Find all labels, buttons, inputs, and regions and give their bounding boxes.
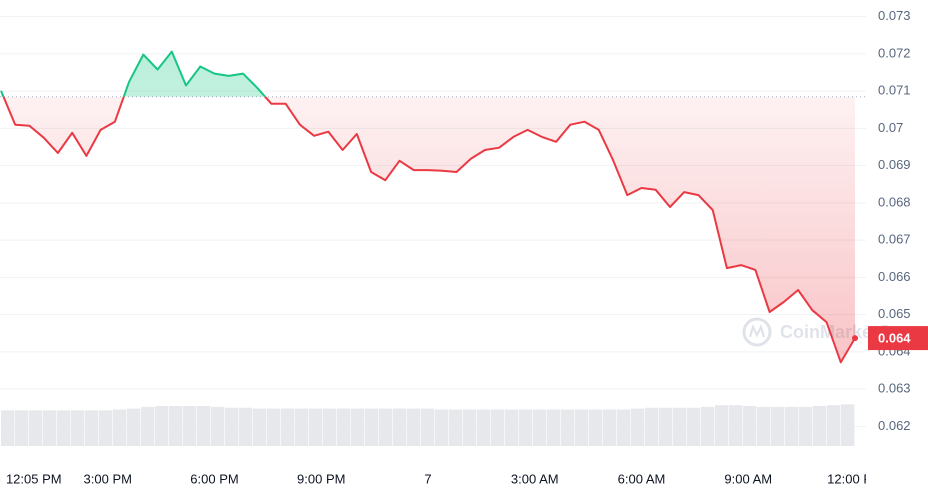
volume-bar	[743, 406, 757, 446]
volume-bar	[841, 404, 855, 446]
y-tick-label: 0.062	[878, 418, 911, 433]
volume-bar	[757, 406, 771, 446]
volume-bar	[43, 410, 57, 446]
volume-bar	[113, 409, 127, 446]
area-down	[3, 96, 855, 363]
price-tag: 0.064	[878, 331, 911, 346]
volume-bar	[589, 409, 603, 446]
y-tick-label: 0.063	[878, 381, 911, 396]
volume-bar	[799, 406, 813, 446]
x-tick-label: 7	[424, 471, 431, 486]
volume-bar	[407, 408, 421, 446]
volume-bar	[57, 410, 71, 446]
volume-bar	[225, 407, 239, 446]
volume-bar	[547, 409, 561, 446]
volume-bar	[435, 409, 449, 446]
volume-bar	[85, 410, 99, 446]
y-tick-label: 0.066	[878, 269, 911, 284]
volume-bar	[449, 409, 463, 446]
price-tag-box	[868, 326, 928, 351]
volume-bar	[701, 406, 715, 446]
line-down	[2, 96, 856, 364]
volume-bar	[183, 406, 197, 446]
last-point	[852, 335, 858, 342]
y-tick-label: 0.073	[878, 8, 911, 23]
volume-bar	[295, 408, 309, 446]
volume-bar	[561, 409, 575, 446]
volume-bar	[813, 406, 827, 446]
area-up	[1, 51, 855, 97]
x-tick-label: 6:00 PM	[190, 471, 238, 486]
volume-bar	[99, 410, 113, 446]
x-tick-label: 6:00 AM	[618, 471, 666, 486]
volume-bar	[505, 409, 519, 446]
volume-bar	[687, 407, 701, 446]
volume-bar	[309, 408, 323, 446]
y-tick-label: 0.067	[878, 232, 911, 247]
volume-bar	[323, 408, 337, 446]
volume-bar	[379, 408, 393, 446]
volume-bar	[197, 406, 211, 446]
volume-bar	[617, 409, 631, 446]
volume-bar	[533, 409, 547, 446]
x-tick-label: 9:00 PM	[297, 471, 345, 486]
volume-bar	[253, 408, 267, 446]
volume-bar	[15, 410, 29, 446]
x-tick-label: 3:00 AM	[511, 471, 559, 486]
volume-bar	[645, 407, 659, 446]
y-tick-label: 0.07	[878, 120, 903, 135]
volume-bar	[659, 407, 673, 446]
x-axis: 12:05 PM 3:00 PM 6:00 PM 9:00 PM 7 3:00 AM 6:0…	[6, 471, 883, 486]
y-tick-label: 0.071	[878, 83, 911, 98]
y-tick-label: 0.072	[878, 45, 911, 60]
x-tick-label: 12:05 PM	[6, 471, 62, 486]
y-tick-label: 0.068	[878, 194, 911, 209]
volume-bar	[239, 407, 253, 446]
volume-bar	[155, 406, 169, 446]
volume-bar	[141, 406, 155, 446]
volume-bar	[785, 406, 799, 446]
volume-bar	[729, 405, 743, 446]
volume-bar	[421, 408, 435, 446]
volume-bar	[771, 406, 785, 446]
x-tick-label: 9:00 AM	[724, 471, 772, 486]
volume-bar	[519, 409, 533, 446]
volume-bar	[281, 408, 295, 446]
volume-bar	[827, 405, 841, 446]
volume-bar	[477, 409, 491, 446]
volume-bar	[351, 408, 365, 446]
volume-bar	[673, 407, 687, 446]
volume-bar	[631, 408, 645, 446]
line-up	[0, 50, 267, 97]
volume-bar	[365, 408, 379, 446]
volume-bar	[575, 409, 589, 446]
x-tick-label: 3:00 PM	[84, 471, 132, 486]
volume-bar	[211, 406, 225, 446]
volume-bar	[337, 408, 351, 446]
volume-bar	[29, 410, 43, 446]
y-tick-label: 0.069	[878, 157, 911, 172]
volume-bar	[715, 405, 729, 446]
volume-bar	[463, 409, 477, 446]
volume-bar	[169, 406, 183, 446]
x-tick-label: 12:00 PM	[827, 471, 883, 486]
volume-bar	[71, 410, 85, 446]
volume-bar	[393, 408, 407, 446]
volume-bar	[1, 410, 15, 446]
volume-bar	[491, 409, 505, 446]
volume-bar	[603, 409, 617, 446]
volume-bar	[267, 408, 281, 446]
y-tick-label: 0.065	[878, 306, 911, 321]
volume-bar	[127, 408, 141, 446]
